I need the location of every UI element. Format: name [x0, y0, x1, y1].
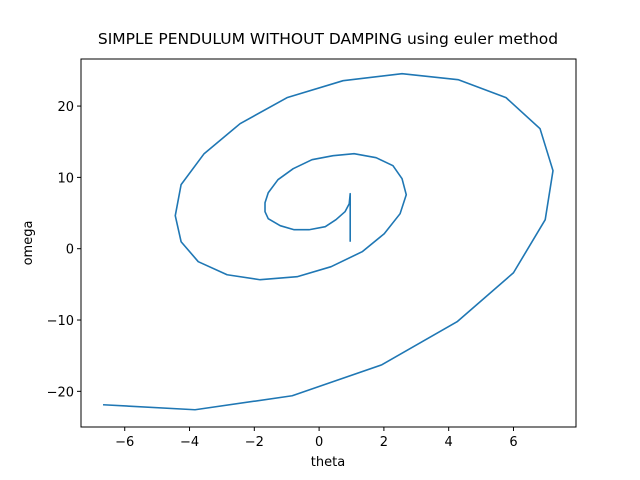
y-tick-label: 0 — [66, 243, 74, 258]
plot-frame — [80, 58, 577, 428]
x-tick-label: −2 — [245, 435, 264, 450]
y-tick-label: 20 — [57, 100, 74, 115]
x-tick-label: −4 — [180, 435, 199, 450]
y-tick-label: −20 — [47, 385, 74, 400]
x-tick-label: 4 — [445, 435, 453, 450]
x-tick-label: 2 — [380, 435, 388, 450]
y-tick-label: −10 — [47, 314, 74, 329]
chart-title: SIMPLE PENDULUM WITHOUT DAMPING using eu… — [98, 30, 558, 48]
x-tick-label: 0 — [315, 435, 323, 450]
data-line — [102, 72, 554, 411]
x-tick-label: −6 — [115, 435, 134, 450]
x-tick-label: 6 — [509, 435, 517, 450]
y-axis-label: omega — [21, 221, 36, 266]
y-tick-label: 10 — [57, 171, 74, 186]
x-axis-label: theta — [311, 455, 345, 470]
